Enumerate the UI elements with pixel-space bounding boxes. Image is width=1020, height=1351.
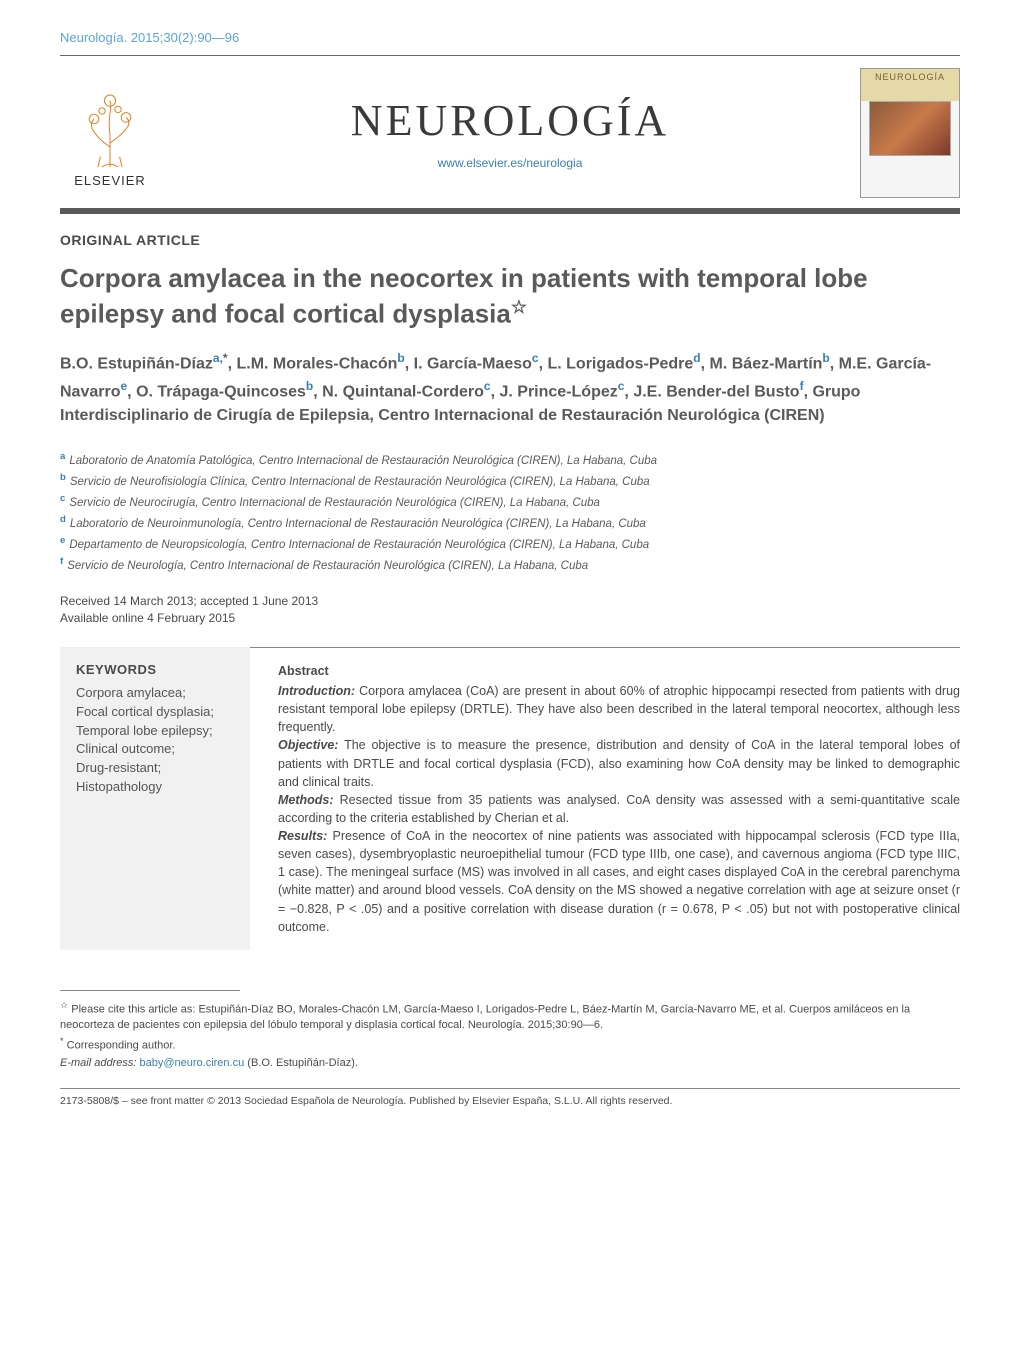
affiliation: fServicio de Neurología, Centro Internac…	[60, 555, 960, 575]
affiliations-list: aLaboratorio de Anatomía Patológica, Cen…	[60, 450, 960, 575]
abstract-section-text: The objective is to measure the presence…	[278, 738, 960, 788]
author-affil-sup: a,*	[213, 351, 228, 365]
corresponding-footnote: * Corresponding author.	[60, 1035, 960, 1054]
affiliation-key: d	[60, 514, 66, 525]
author-affil-sup: c	[484, 379, 491, 393]
keyword-item: Temporal lobe epilepsy;	[76, 722, 234, 741]
author: L. Lorigados-Pedre	[547, 356, 693, 373]
author-affil-sup: c	[532, 351, 539, 365]
affiliation: cServicio de Neurocirugía, Centro Intern…	[60, 492, 960, 512]
authors-list: B.O. Estupiñán-Díaza,*, L.M. Morales-Cha…	[60, 349, 960, 428]
keyword-item: Clinical outcome;	[76, 740, 234, 759]
cite-text: Please cite this article as: Estupiñán-D…	[60, 1004, 910, 1031]
affiliation-key: a	[60, 451, 65, 462]
abstract-body: Abstract Introduction: Corpora amylacea …	[250, 647, 960, 950]
author: J. Prince-López	[499, 383, 617, 400]
article-title-text: Corpora amylacea in the neocortex in pat…	[60, 263, 868, 328]
abstract-section-label: Results:	[278, 829, 327, 843]
affiliation: bServicio de Neurofisiología Clínica, Ce…	[60, 471, 960, 491]
email-footnote: E-mail address: baby@neuro.ciren.cu (B.O…	[60, 1056, 960, 1071]
author-affil-sup: d	[693, 351, 700, 365]
journal-title: NEUROLOGÍA	[160, 95, 860, 146]
affiliation-key: e	[60, 535, 65, 546]
article-title: Corpora amylacea in the neocortex in pat…	[60, 262, 960, 331]
cite-star-icon: ☆	[60, 1000, 68, 1010]
thick-rule	[60, 208, 960, 214]
keyword-item: Histopathology	[76, 778, 234, 797]
keyword-item: Corpora amylacea;	[76, 684, 234, 703]
article-type: ORIGINAL ARTICLE	[60, 232, 960, 248]
author: J.E. Bender-del Busto	[633, 383, 799, 400]
masthead: ELSEVIER NEUROLOGÍA www.elsevier.es/neur…	[60, 68, 960, 198]
author: N. Quintanal-Cordero	[322, 383, 484, 400]
author-affil-sup: c	[618, 379, 625, 393]
author: M. Báez-Martín	[710, 356, 823, 373]
abstract-section-text: Resected tissue from 35 patients was ana…	[278, 793, 960, 825]
footnotes: ☆ Please cite this article as: Estupiñán…	[60, 999, 960, 1072]
keyword-item: Drug-resistant;	[76, 759, 234, 778]
journal-cover-thumbnail: NEUROLOGÍA	[860, 68, 960, 198]
keywords-heading: KEYWORDS	[76, 661, 234, 680]
abstract-block: KEYWORDS Corpora amylacea;Focal cortical…	[60, 647, 960, 950]
cite-footnote: ☆ Please cite this article as: Estupiñán…	[60, 999, 960, 1033]
keyword-item: Focal cortical dysplasia;	[76, 703, 234, 722]
journal-title-block: NEUROLOGÍA www.elsevier.es/neurologia	[160, 95, 860, 172]
copyright-line: 2173-5808/$ – see front matter © 2013 So…	[60, 1095, 960, 1107]
author-affil-sup: e	[120, 379, 127, 393]
bottom-rule	[60, 1088, 960, 1089]
corresponding-text: Corresponding author.	[67, 1040, 176, 1052]
keywords-list: Corpora amylacea;Focal cortical dysplasi…	[76, 684, 234, 797]
abstract-section-text: Presence of CoA in the neocortex of nine…	[278, 829, 960, 934]
footnote-rule	[60, 990, 240, 991]
abstract-sections: Introduction: Corpora amylacea (CoA) are…	[278, 682, 960, 936]
received-accepted-date: Received 14 March 2013; accepted 1 June …	[60, 593, 960, 610]
author: B.O. Estupiñán-Díaz	[60, 356, 213, 373]
author: L.M. Morales-Chacón	[236, 356, 397, 373]
email-author: (B.O. Estupiñán-Díaz).	[247, 1057, 358, 1069]
elsevier-tree-icon	[70, 91, 150, 171]
journal-url-link[interactable]: www.elsevier.es/neurologia	[438, 156, 583, 170]
author-affil-sup: b	[306, 379, 313, 393]
online-date: Available online 4 February 2015	[60, 610, 960, 627]
abstract-section-label: Methods:	[278, 793, 334, 807]
author: I. García-Maeso	[414, 356, 532, 373]
top-rule	[60, 55, 960, 56]
abstract-section-label: Introduction:	[278, 684, 355, 698]
affiliation-key: f	[60, 556, 63, 567]
journal-reference: Neurología. 2015;30(2):90—96	[60, 30, 960, 45]
affiliation-key: b	[60, 472, 66, 483]
cover-image-placeholder	[869, 101, 951, 156]
article-dates: Received 14 March 2013; accepted 1 June …	[60, 593, 960, 627]
affiliation: aLaboratorio de Anatomía Patológica, Cen…	[60, 450, 960, 470]
abstract-heading: Abstract	[278, 662, 960, 680]
title-footnote-star: ☆	[511, 297, 527, 317]
abstract-section-text: Corpora amylacea (CoA) are present in ab…	[278, 684, 960, 734]
affiliation: dLaboratorio de Neuroinmunología, Centro…	[60, 513, 960, 533]
elsevier-wordmark: ELSEVIER	[74, 173, 146, 188]
author-affil-sup: b	[397, 351, 404, 365]
cover-title: NEUROLOGÍA	[861, 72, 959, 82]
affiliation: eDepartamento de Neuropsicología, Centro…	[60, 534, 960, 554]
author: O. Trápaga-Quincoses	[136, 383, 306, 400]
affiliation-key: c	[60, 493, 65, 504]
abstract-section-label: Objective:	[278, 738, 338, 752]
email-link[interactable]: baby@neuro.ciren.cu	[139, 1057, 244, 1069]
email-label: E-mail address:	[60, 1057, 136, 1069]
elsevier-logo: ELSEVIER	[60, 78, 160, 188]
keywords-box: KEYWORDS Corpora amylacea;Focal cortical…	[60, 647, 250, 950]
author-affil-sup: b	[822, 351, 829, 365]
author-affil-sup: f	[800, 379, 804, 393]
corresponding-asterisk-icon: *	[60, 1036, 64, 1046]
